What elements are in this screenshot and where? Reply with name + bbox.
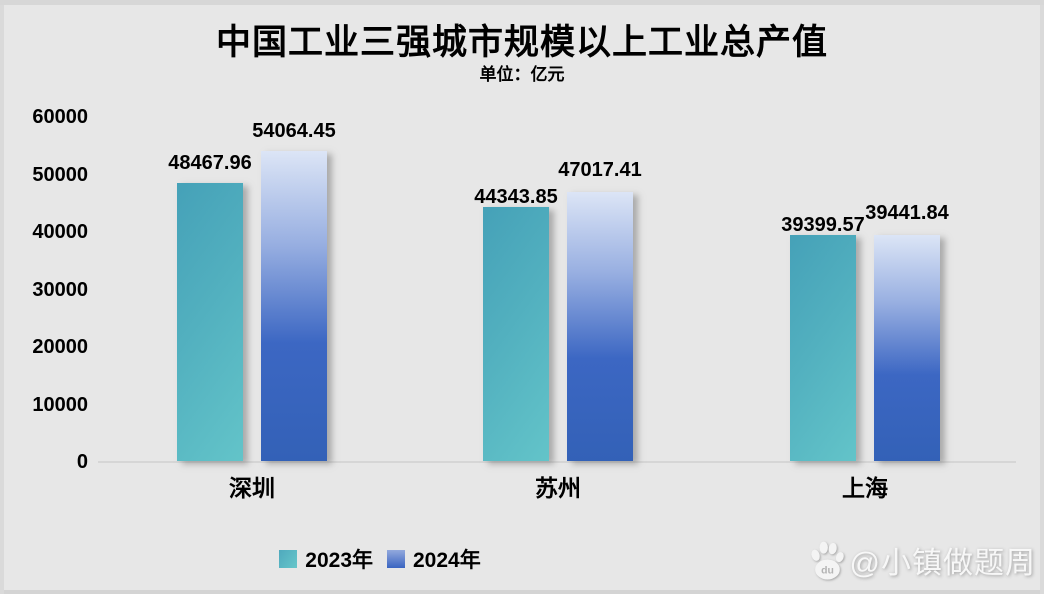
watermark-text: @小镇做题周 — [849, 547, 1036, 580]
bar-2023年-苏州 — [483, 207, 549, 461]
watermark: du @小镇做题周 — [808, 538, 1036, 582]
legend-item-2024: 2024年 — [387, 544, 481, 574]
y-tick-label: 10000 — [32, 393, 88, 416]
value-label-2024年-深圳: 54064.45 — [252, 120, 336, 143]
value-label-2023年-深圳: 48467.96 — [168, 152, 252, 175]
baidu-paw-icon: du — [810, 541, 844, 580]
legend-label-2024: 2024年 — [413, 549, 481, 572]
value-label-2024年-苏州: 47017.41 — [558, 158, 642, 181]
y-tick-label: 50000 — [32, 163, 88, 186]
chart-subtitle: 单位：亿元 — [479, 65, 565, 84]
bar-2023年-深圳 — [177, 183, 243, 461]
value-label-2023年-上海: 39399.57 — [781, 214, 865, 237]
y-tick-label: 60000 — [32, 106, 88, 128]
bar-2024年-苏州 — [567, 191, 633, 461]
category-label-深圳: 深圳 — [229, 475, 275, 501]
category-label-上海: 上海 — [842, 475, 888, 501]
category-label-苏州: 苏州 — [535, 475, 581, 501]
value-label-2023年-苏州: 44343.85 — [474, 186, 558, 209]
value-label-2024年-上海: 39441.84 — [865, 202, 949, 225]
y-tick-label: 30000 — [32, 278, 88, 301]
bar-2024年-深圳 — [261, 151, 327, 461]
y-tick-label: 0 — [76, 451, 88, 473]
y-tick-label: 40000 — [32, 221, 88, 243]
bar-2024年-上海 — [874, 235, 940, 461]
legend-label-2023: 2023年 — [305, 549, 373, 572]
legend: 2023年 2024年 — [0, 544, 760, 574]
legend-swatch-2023 — [279, 550, 298, 568]
legend-item-2023: 2023年 — [279, 544, 373, 574]
x-axis-line — [98, 461, 1016, 463]
svg-text:du: du — [821, 565, 834, 576]
bar-2023年-上海 — [790, 235, 856, 461]
y-tick-label: 20000 — [32, 336, 88, 358]
legend-swatch-2024 — [387, 550, 405, 568]
chart-title: 中国工业三强城市规模以上工业总产值 — [215, 23, 828, 62]
